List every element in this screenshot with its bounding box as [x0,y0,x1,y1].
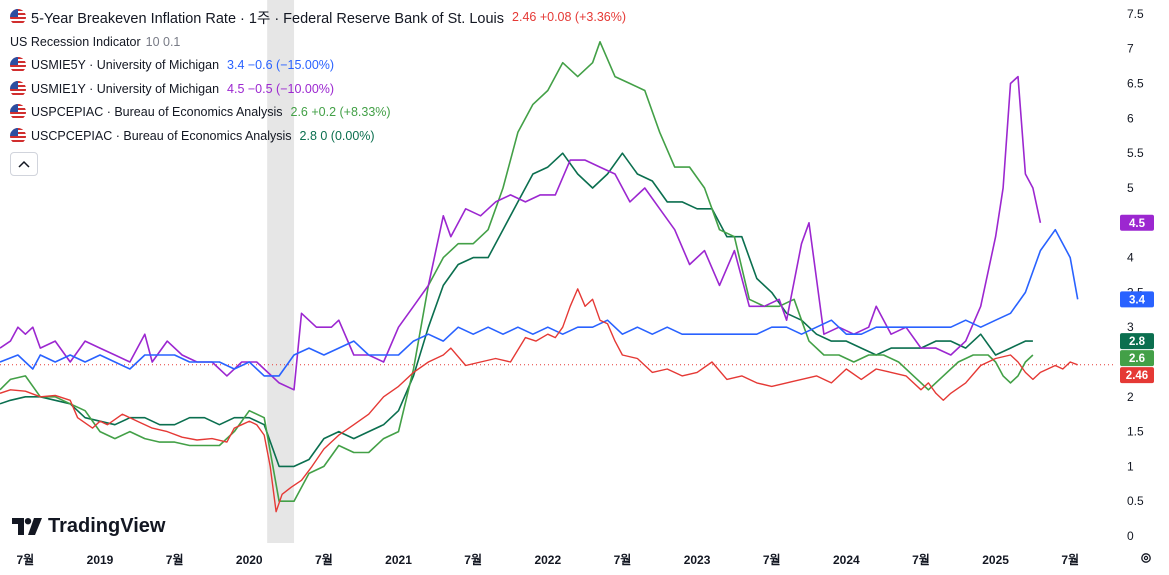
recession-band [267,0,295,543]
us-flag-icon [10,9,26,25]
x-tick-label: 7월 [763,552,781,567]
y-tick-label: 0 [1127,529,1134,543]
tradingview-logo[interactable]: TradingView [12,515,165,538]
x-tick-label: 2023 [684,553,711,567]
x-tick-label: 2022 [534,553,561,567]
us-flag-icon [10,57,26,74]
series-line-uspcepiac [0,41,1034,502]
logo-text: TradingView [48,515,166,537]
y-tick-label: 3 [1127,320,1134,334]
y-tick-label: 5 [1127,181,1134,195]
x-tick-label: 7월 [464,552,482,567]
legend-main-value: 2.46 +0.08 (+3.36%) [512,10,627,24]
x-tick-label: 7월 [166,552,184,567]
x-tick-label: 7월 [17,552,35,567]
legend-item-value: 4.5 −0.5 (−10.00%) [227,81,335,96]
y-tick-label: 1.5 [1127,425,1144,439]
chevron-up-icon [18,160,30,168]
legend-item-value: 3.4 −0.6 (−15.00%) [227,58,335,73]
value-badge [1120,214,1154,231]
y-tick-label: 4 [1127,251,1134,265]
legend-item-title: USPCEPIAC · Bureau of Economics Analysis [31,105,283,120]
legend-item-title: USMIE1Y · University of Michigan [31,81,220,96]
value-badge [1120,333,1154,350]
x-tick-label: 7월 [614,552,632,567]
x-tick-label: 2020 [236,553,263,567]
x-tick-label: 7월 [1061,552,1079,567]
legend-item-value: 2.6 +0.2 (+8.33%) [290,105,391,120]
value-badge-label: 3.4 [1129,294,1146,306]
legend-item[interactable]: USCPCEPIAC · Bureau of Economics Analysi… [10,124,626,148]
us-flag-icon [10,80,26,97]
legend-recession[interactable]: US Recession Indicator 10 0.1 [10,30,626,54]
legend-recession-title: US Recession Indicator [10,34,141,49]
legend-main[interactable]: 5-Year Breakeven Inflation Rate · 1주 · F… [10,4,626,30]
us-flag-icon [10,127,26,144]
x-axis: 7월 2019 7월 2020 7월 2021 7월 2022 7월 2023 7월 2024 7월 20… [17,552,1080,567]
value-badge-label: 2.46 [1126,370,1148,382]
legend-item-title: USMIE5Y · University of Michigan [31,58,220,73]
legend-recession-value: 10 0.1 [145,34,181,49]
y-tick-label: 1 [1127,459,1134,473]
x-tick-label: 2025 [982,553,1009,567]
series-line-usmie5y [0,228,1079,377]
x-tick-label: 2019 [87,553,114,567]
series-layer [0,41,1079,513]
y-tick-label: 7 [1127,42,1134,56]
x-tick-label: 7월 [912,552,930,567]
value-badge [1120,350,1154,367]
gear-icon [1141,553,1151,563]
legend-collapse-button[interactable] [10,151,38,176]
legend-item-title: USCPCEPIAC · Bureau of Economics Analysi… [31,128,292,143]
y-tick-label: 6.5 [1127,77,1144,91]
legend: 5-Year Breakeven Inflation Rate · 1주 · F… [10,4,626,176]
legend-main-title: 5-Year Breakeven Inflation Rate · 1주 · F… [31,10,505,27]
series-line-uscpcepiac [0,152,1033,468]
x-tick-label: 7월 [315,552,333,567]
value-badges: 4.5 3.4 2.8 2.6 2.46 [1120,214,1154,384]
y-tick-label: 5.5 [1127,146,1144,160]
x-tick-label: 2024 [833,553,860,567]
legend-item[interactable]: USMIE1Y · University of Michigan 4.5 −0.… [10,77,626,101]
us-flag-icon [10,104,26,121]
legend-item-value: 2.8 0 (0.00%) [299,128,375,143]
legend-item[interactable]: USMIE5Y · University of Michigan 3.4 −0.… [10,54,626,78]
value-badge [1120,291,1154,308]
series-line-5-year-breakeven-inflation-rate [0,288,1078,513]
legend-item[interactable]: USPCEPIAC · Bureau of Economics Analysis… [10,101,626,125]
value-badge-label: 2.6 [1129,353,1145,365]
y-tick-label: 7.5 [1127,7,1144,21]
value-badge-label: 4.5 [1129,218,1146,230]
x-tick-label: 2021 [385,553,412,567]
tradingview-logo-icon [12,518,42,535]
value-badge-label: 2.8 [1129,336,1146,348]
y-tick-label: 6 [1127,111,1134,125]
settings-button[interactable] [1139,551,1153,568]
y-tick-label: 2 [1127,390,1134,404]
value-badge [1120,367,1154,384]
series-line-usmie1y [0,75,1042,391]
y-tick-label: 0.5 [1127,494,1144,508]
